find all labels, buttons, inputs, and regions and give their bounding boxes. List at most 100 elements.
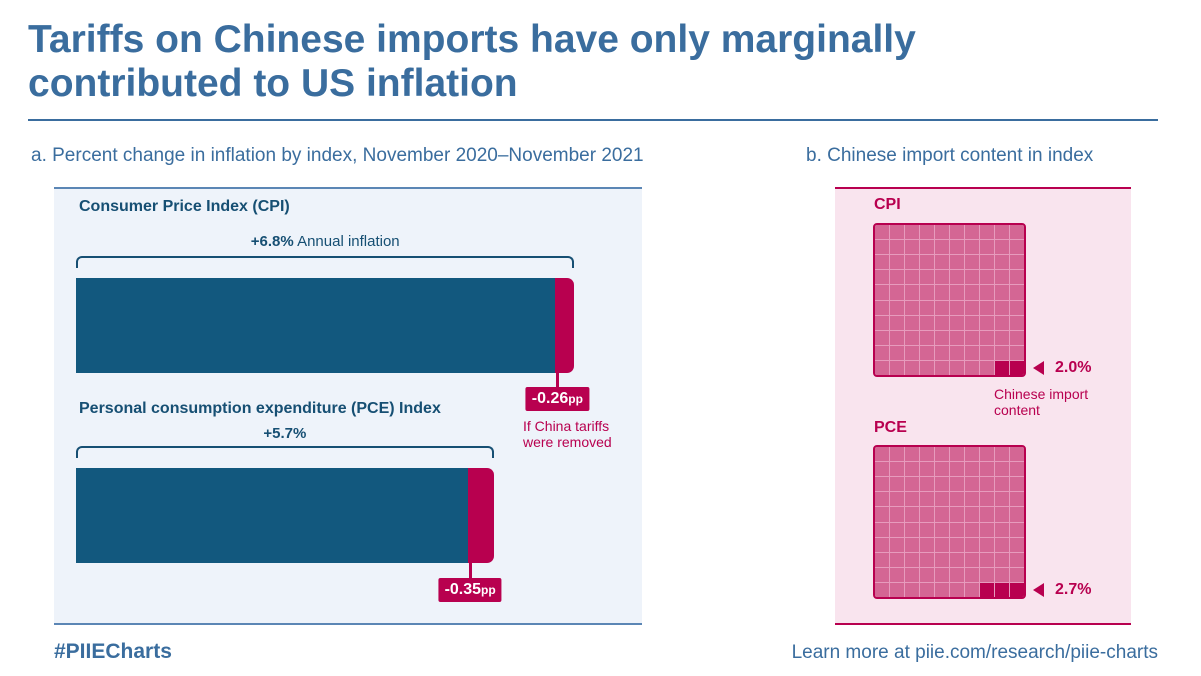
waffle-cell	[950, 477, 964, 492]
arrow-left-icon	[1033, 361, 1044, 375]
waffle-cell	[965, 507, 979, 522]
waffle-cell	[995, 537, 1009, 552]
cpi-total-label: +6.8% Annual inflation	[251, 233, 400, 250]
waffle-cell	[980, 522, 994, 537]
waffle-note: Chinese import content	[994, 386, 1089, 418]
waffle-cell	[905, 345, 919, 360]
waffle-pce-label: PCE	[874, 419, 907, 436]
waffle-cell	[905, 447, 919, 462]
waffle-cell	[995, 300, 1009, 315]
cpi-tariff-bar	[555, 278, 575, 373]
pce-tariff-label: -0.35pp	[438, 578, 502, 602]
waffle-cell	[995, 462, 1009, 477]
waffle-cell	[875, 345, 889, 360]
waffle-cell	[935, 225, 949, 240]
arrow-left-icon	[1033, 583, 1044, 597]
waffle-cell	[995, 240, 1009, 255]
waffle-cell	[965, 447, 979, 462]
waffle-cell	[890, 447, 904, 462]
waffle-cell	[875, 285, 889, 300]
waffle-cell	[965, 522, 979, 537]
pce-tariff-stem	[469, 563, 473, 579]
waffle-cell	[980, 552, 994, 567]
waffle-cell	[905, 477, 919, 492]
waffle-cell	[935, 360, 949, 375]
waffle-cell	[905, 582, 919, 597]
waffle-cell	[905, 360, 919, 375]
cpi-tariff-stem	[556, 373, 560, 388]
waffle-cell	[965, 567, 979, 582]
waffle-cell	[935, 492, 949, 507]
waffle-cell	[905, 225, 919, 240]
waffle-cell	[1010, 552, 1024, 567]
waffle-cell	[935, 240, 949, 255]
waffle-cell	[1010, 270, 1024, 285]
waffle-cell	[965, 345, 979, 360]
waffle-cell	[950, 270, 964, 285]
waffle-cpi	[873, 223, 1026, 377]
waffle-cell	[875, 507, 889, 522]
waffle-cell	[905, 240, 919, 255]
waffle-cell	[905, 552, 919, 567]
waffle-cell	[965, 255, 979, 270]
waffle-cell	[980, 300, 994, 315]
waffle-cell	[920, 477, 934, 492]
waffle-cell	[965, 582, 979, 597]
waffle-cell	[890, 552, 904, 567]
title-divider	[28, 119, 1158, 121]
waffle-cell	[875, 552, 889, 567]
waffle-cell	[995, 315, 1009, 330]
waffle-cell	[875, 270, 889, 285]
waffle-cell	[920, 225, 934, 240]
waffle-cell	[875, 567, 889, 582]
waffle-cell	[935, 315, 949, 330]
waffle-cell	[950, 315, 964, 330]
waffle-cell	[950, 567, 964, 582]
waffle-cell	[875, 255, 889, 270]
tariff-note: If China tariffs were removed	[523, 418, 612, 450]
waffle-cell	[965, 285, 979, 300]
waffle-cell	[995, 345, 1009, 360]
waffle-cell	[920, 492, 934, 507]
waffle-cell	[1010, 315, 1024, 330]
waffle-cell	[890, 345, 904, 360]
waffle-cell	[965, 270, 979, 285]
learn-more-link[interactable]: Learn more at piie.com/research/piie-cha…	[791, 642, 1158, 663]
pce-total-value: +5.7%	[263, 425, 307, 442]
panel-b-title: b. Chinese import content in index	[806, 145, 1094, 166]
waffle-cell	[875, 447, 889, 462]
waffle-cell	[1010, 492, 1024, 507]
waffle-cell	[1010, 447, 1024, 462]
waffle-cell	[935, 522, 949, 537]
pce-bar	[76, 468, 469, 563]
waffle-cell	[980, 270, 994, 285]
waffle-cell	[995, 567, 1009, 582]
waffle-cell	[920, 270, 934, 285]
waffle-cell	[905, 567, 919, 582]
waffle-cell	[965, 300, 979, 315]
waffle-cell	[1010, 255, 1024, 270]
waffle-cell	[920, 240, 934, 255]
waffle-cell-highlighted	[995, 360, 1009, 375]
waffle-cell	[935, 537, 949, 552]
waffle-cell	[935, 507, 949, 522]
waffle-cell	[935, 345, 949, 360]
waffle-cell	[950, 330, 964, 345]
waffle-cell	[890, 567, 904, 582]
waffle-cell	[890, 285, 904, 300]
waffle-cell	[980, 567, 994, 582]
waffle-cell	[935, 447, 949, 462]
waffle-cell	[995, 522, 1009, 537]
waffle-cell-highlighted	[1010, 582, 1024, 597]
waffle-cell	[875, 477, 889, 492]
waffle-cell	[875, 315, 889, 330]
waffle-cell	[950, 552, 964, 567]
waffle-cell	[875, 537, 889, 552]
pce-tariff-value: -0.35	[444, 581, 482, 598]
waffle-cell	[1010, 345, 1024, 360]
waffle-cell	[950, 582, 964, 597]
waffle-cell	[920, 507, 934, 522]
waffle-cell	[905, 315, 919, 330]
waffle-cell	[935, 270, 949, 285]
waffle-cell	[1010, 567, 1024, 582]
